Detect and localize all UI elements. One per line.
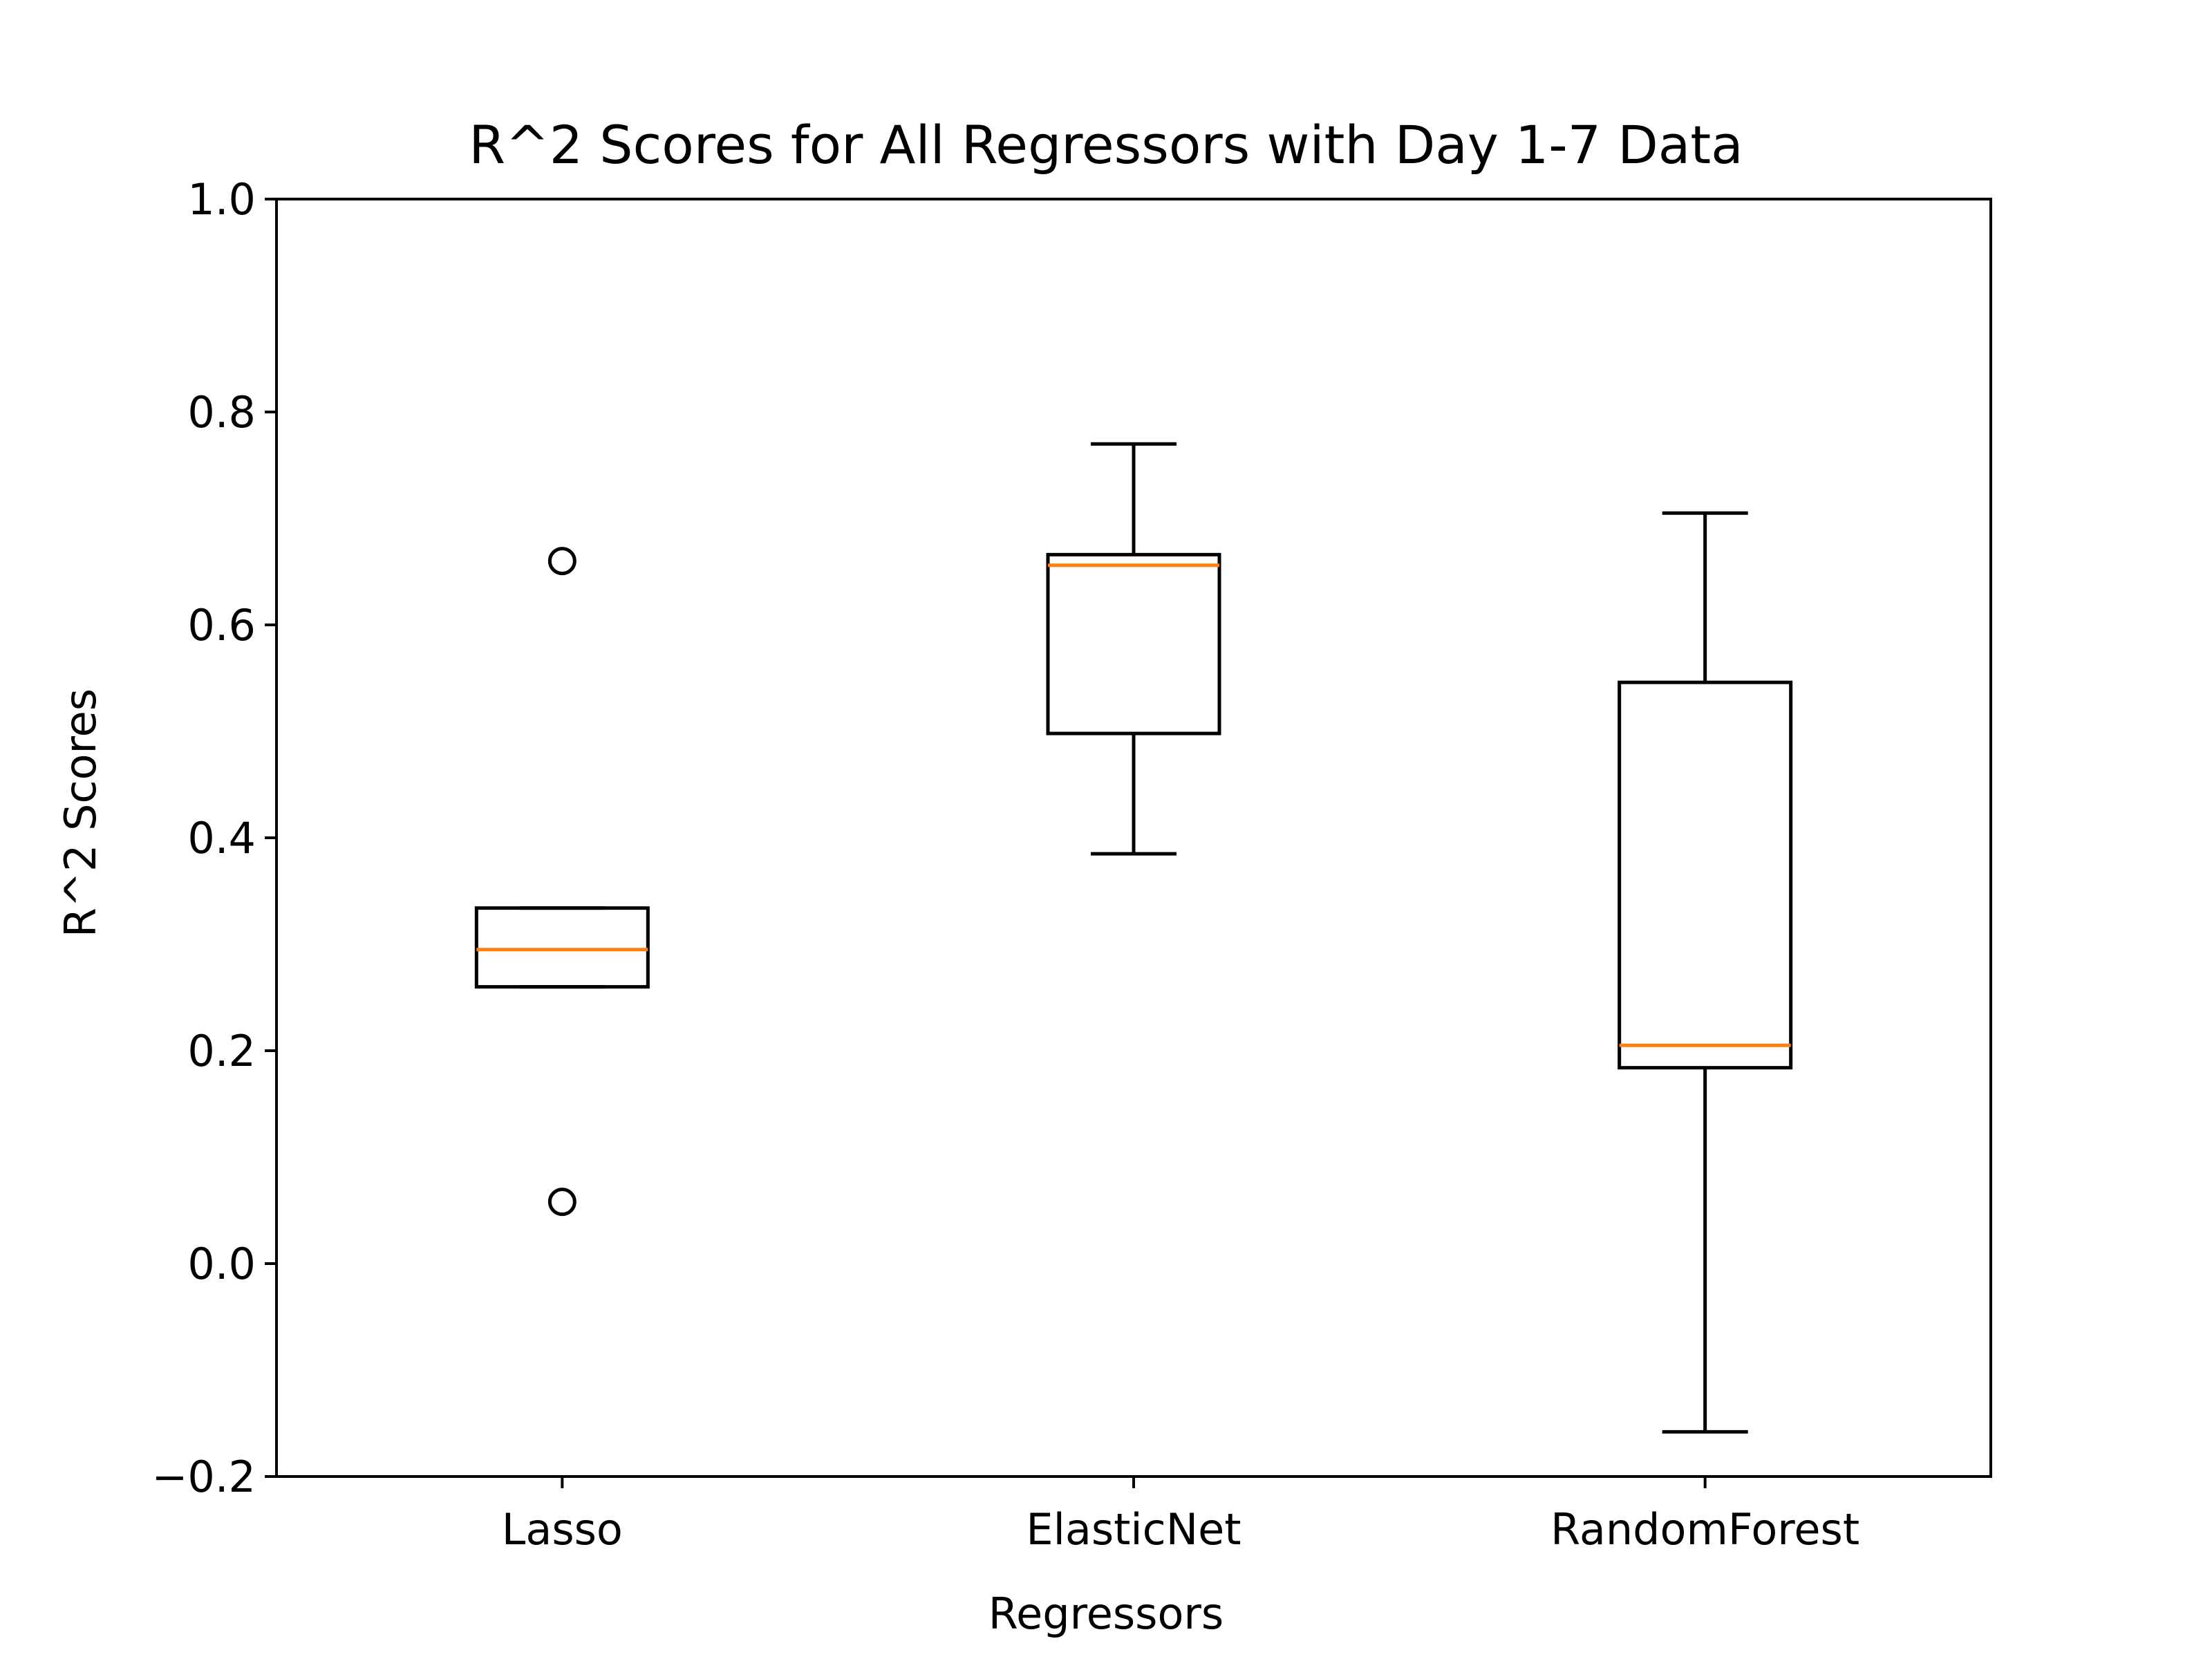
y-axis-label: R^2 Scores — [55, 688, 106, 937]
plot-frame — [275, 198, 1992, 1478]
x-axis-label: Regressors — [988, 1588, 1224, 1639]
axes-ticks: −0.2 0.0 0.2 0.4 0.6 0.8 1.0 Lasso ElasticNet Ran… — [151, 174, 1859, 1555]
chart-title: R^2 Scores for All Regressors with Day 1… — [469, 114, 1743, 176]
y-tick-label: −0.2 — [151, 1452, 256, 1502]
y-tick-label: 0.8 — [187, 387, 256, 438]
box-iqr — [1046, 552, 1221, 735]
box-series — [474, 442, 1793, 1434]
y-tick-label: 0.2 — [187, 1026, 256, 1076]
x-tick-label: ElasticNet — [1026, 1504, 1241, 1555]
y-tick-label: 0.6 — [187, 600, 256, 650]
box-iqr — [474, 906, 650, 989]
x-tick-label: RandomForest — [1550, 1504, 1859, 1555]
y-tick-label: 0.4 — [187, 813, 256, 863]
box-randomforest — [1618, 511, 1793, 1434]
outlier-point — [547, 1188, 577, 1217]
box-lasso — [474, 547, 650, 1217]
y-tick-label: 1.0 — [187, 174, 256, 225]
box-elasticnet — [1046, 442, 1221, 856]
x-tick-label: Lasso — [502, 1504, 623, 1555]
y-tick-label: 0.0 — [187, 1239, 256, 1289]
box-iqr — [1618, 680, 1793, 1070]
outlier-point — [547, 547, 577, 576]
